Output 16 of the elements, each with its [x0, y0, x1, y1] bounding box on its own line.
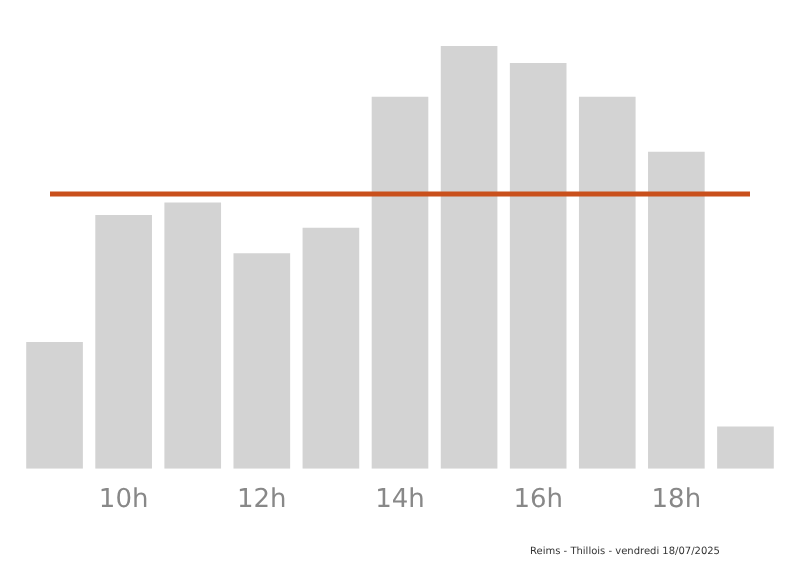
x-tick-label: 10h [98, 485, 149, 516]
bar [578, 96, 636, 469]
bar [509, 62, 567, 469]
x-tick-label: 12h [237, 485, 287, 516]
bar [440, 46, 498, 469]
x-tick-label: 18h [651, 485, 702, 516]
bar [717, 426, 774, 469]
bar [26, 341, 83, 469]
bar [302, 227, 360, 469]
x-tick-label: 14h [375, 485, 425, 516]
bar [371, 96, 429, 469]
bar [95, 215, 152, 469]
bar [164, 202, 222, 469]
bar [648, 151, 705, 469]
bar [233, 253, 291, 469]
x-tick-label: 16h [513, 485, 563, 516]
